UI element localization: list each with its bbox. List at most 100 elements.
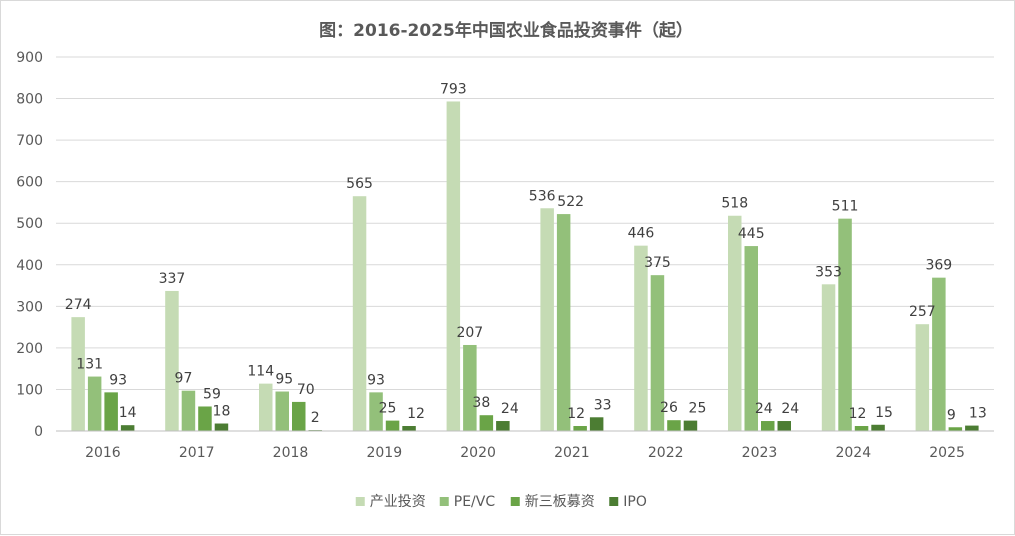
legend-label: PE/VC — [454, 494, 496, 510]
x-tick-label: 2022 — [648, 445, 684, 461]
legend-swatch — [355, 497, 365, 506]
data-label: 25 — [379, 401, 397, 417]
x-tick-label: 2018 — [273, 445, 309, 461]
bar-1 — [915, 324, 930, 431]
y-tick-label: 900 — [16, 50, 43, 66]
bar-3 — [104, 392, 118, 431]
chart-title: 图：2016-2025年中国农业食品投资事件（起） — [319, 20, 693, 41]
data-label: 337 — [159, 271, 186, 287]
data-label: 93 — [109, 372, 127, 388]
bar-3 — [854, 426, 869, 431]
bar-4 — [214, 423, 229, 431]
data-label: 518 — [721, 196, 748, 212]
y-tick-label: 300 — [16, 299, 43, 315]
bar-2 — [275, 391, 289, 431]
legend-label: 产业投资 — [370, 494, 426, 510]
bar-4 — [496, 421, 510, 431]
data-label: 70 — [297, 382, 315, 398]
data-label: 97 — [175, 371, 193, 387]
bar-2 — [650, 275, 665, 431]
bar-2 — [463, 344, 477, 431]
bar-3 — [761, 421, 775, 431]
bar-1 — [71, 317, 85, 431]
x-tick-label: 2016 — [85, 445, 121, 461]
bars — [71, 101, 979, 431]
bar-4 — [965, 425, 979, 431]
data-label: 536 — [529, 188, 556, 204]
y-tick-label: 700 — [16, 133, 43, 149]
y-tick-label: 400 — [16, 258, 43, 274]
data-label: 522 — [557, 194, 584, 210]
bar-4 — [589, 417, 604, 431]
y-tick-label: 800 — [16, 92, 43, 108]
bar-4 — [120, 425, 135, 431]
bar-1 — [165, 290, 179, 431]
bar-2 — [838, 218, 852, 431]
data-label: 18 — [213, 404, 231, 420]
bar-4 — [683, 420, 698, 431]
data-label: 207 — [456, 325, 483, 341]
data-label: 446 — [628, 226, 655, 242]
legend-swatch — [609, 497, 619, 506]
data-label: 353 — [815, 264, 842, 280]
data-label: 95 — [275, 372, 293, 388]
bar-2 — [369, 392, 383, 431]
bar-3 — [198, 406, 212, 431]
data-label: 131 — [76, 357, 103, 373]
bar-3 — [385, 420, 400, 431]
data-label: 24 — [781, 401, 799, 417]
bar-2 — [932, 277, 946, 431]
y-tick-label: 100 — [16, 382, 43, 398]
bar-4 — [777, 421, 791, 431]
legend: 产业投资 PE/VC 新三板募资 IPO — [355, 494, 647, 510]
data-label: 9 — [947, 407, 956, 423]
data-label: 565 — [346, 176, 373, 192]
x-axis-ticks: 2016 2017 2018 2019 2020 2021 2022 2023 2024 2025 — [85, 445, 965, 461]
data-label: 793 — [440, 81, 467, 97]
data-label: 12 — [407, 406, 425, 422]
data-label: 93 — [367, 372, 385, 388]
data-label: 12 — [849, 406, 867, 422]
bar-2 — [181, 390, 196, 431]
y-tick-label: 0 — [34, 424, 43, 440]
data-label: 33 — [594, 397, 612, 413]
bar-1 — [540, 208, 554, 431]
x-tick-label: 2017 — [179, 445, 215, 461]
data-label: 59 — [203, 386, 221, 402]
bar-4 — [871, 424, 885, 431]
data-label: 445 — [738, 226, 765, 242]
data-label: 369 — [925, 258, 952, 274]
x-tick-label: 2021 — [554, 445, 590, 461]
bar-3 — [292, 401, 306, 431]
data-label: 24 — [755, 401, 773, 417]
data-label: 274 — [65, 297, 92, 313]
data-label: 257 — [909, 304, 936, 320]
y-axis-ticks: 0 100 200 300 400 500 600 700 800 900 — [16, 50, 43, 440]
bar-3 — [573, 426, 587, 431]
bar-3 — [479, 415, 494, 431]
x-tick-label: 2025 — [929, 445, 965, 461]
bar-1 — [446, 101, 461, 431]
bar-3 — [948, 427, 963, 431]
bar-2 — [556, 214, 571, 431]
data-label: 15 — [875, 405, 893, 421]
bar-2 — [87, 376, 102, 431]
data-label: 14 — [119, 405, 137, 421]
data-label: 24 — [501, 401, 519, 417]
bar-3 — [667, 420, 681, 431]
bar-4 — [402, 426, 416, 431]
data-label: 12 — [567, 406, 585, 422]
y-tick-label: 600 — [16, 175, 43, 191]
legend-swatch — [510, 497, 520, 506]
x-tick-label: 2024 — [835, 445, 871, 461]
x-tick-label: 2019 — [366, 445, 402, 461]
x-tick-label: 2023 — [742, 445, 778, 461]
x-tick-label: 2020 — [460, 445, 496, 461]
bar-1 — [259, 383, 273, 431]
data-label: 2 — [311, 410, 320, 426]
bar-1 — [352, 196, 367, 431]
data-label: 114 — [247, 364, 274, 380]
